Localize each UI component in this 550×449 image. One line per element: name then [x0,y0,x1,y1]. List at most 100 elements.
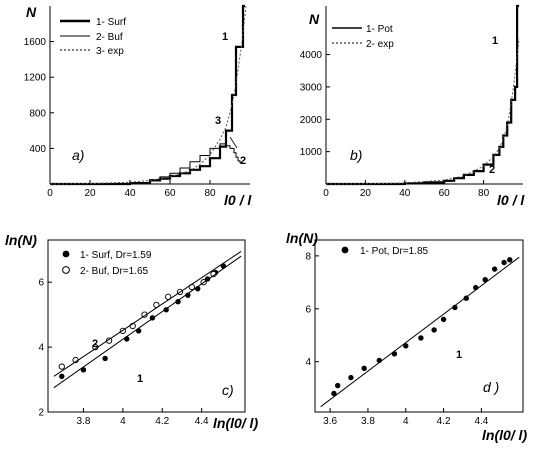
legend-label-surf: 1- Surf, Dr=1.59 [80,250,152,261]
data-point-filled [185,292,191,298]
data-point-filled [507,257,513,263]
fit-line [320,256,520,408]
panel-c-annotation-1: 1 [137,373,143,385]
data-point-open [105,337,113,344]
x-tick-label: 80 [478,188,490,199]
y-tick-label: 8 [305,251,311,262]
series-step-thick [50,4,245,186]
panel-b-legend: 1- Pot 2- exp [332,24,394,50]
panel-d-ylabel: ln(N) [286,230,318,246]
y-tick-label: 1200 [24,73,47,84]
panel-c-xlabel: ln(l0/ l) [213,415,258,431]
data-point-filled [403,343,409,349]
panel-b-annotation-1: 1 [492,35,498,47]
panel-a-annotation-1: 1 [222,31,228,43]
data-point-filled [431,327,437,333]
x-tick-label: 4.2 [437,416,451,427]
x-tick-label: 80 [204,188,216,199]
x-tick-label: 0 [47,188,53,199]
panel-a: 0 20 40 60 80 400 800 1200 1600 N l0 / l a) 1- S… [24,4,253,208]
y-tick-label: 1000 [300,147,323,158]
panel-a-annotation-3: 3 [215,115,221,127]
y-tick-label: 400 [29,144,46,155]
x-tick-label: 40 [124,188,136,199]
panel-d: 3.6 3.8 4 4.2 4.4 4 6 8 ln(N) ln(l0/ l) d ) 1- … [286,230,527,443]
y-tick-label: 4000 [300,50,323,61]
data-point-filled [391,351,398,357]
legend-marker-buf [62,266,70,274]
data-point-filled [418,335,424,341]
panel-a-legend: 1- Surf 2- Buf 3- exp [60,17,126,57]
panel-d-axes: 3.6 3.8 4 4.2 4.4 4 6 8 [305,239,524,427]
x-tick-label: 20 [360,188,372,199]
panel-d-series [320,256,520,408]
panel-d-annotation-1: 1 [456,349,462,361]
data-point-filled [175,298,181,305]
legend-label-exp: 2- exp [366,39,394,50]
data-point-filled [102,355,108,362]
series-step-thick [326,4,520,186]
legend-marker-pot [341,246,349,254]
y-tick-label: 1600 [24,37,47,48]
x-tick-label: 3.6 [323,416,337,427]
panel-a-xlabel: l0 / l [224,192,252,208]
x-tick-label: 3.8 [361,416,375,427]
y-tick-label: 6 [38,278,44,289]
legend-label-pot: 1- Pot, Dr=1.85 [360,246,429,257]
y-tick-label: 4 [305,357,311,368]
x-tick-label: 40 [399,188,411,199]
plot-frame [314,239,524,413]
plot-frame [47,239,246,413]
data-point-filled [482,276,488,283]
y-tick-label: 800 [29,108,46,119]
x-tick-label: 0 [323,188,329,199]
panel-a-ylabel: N [26,4,37,20]
data-point-filled [501,259,507,266]
panel-d-letter: d ) [483,379,499,395]
data-point-open [141,311,148,318]
panel-b: 0 20 40 60 80 1000 2000 3000 4000 N l0 / l b) 1-… [300,4,525,208]
data-point-filled [463,295,469,301]
x-tick-label: 60 [164,188,176,199]
panel-d-legend: 1- Pot, Dr=1.85 [341,246,429,257]
legend-label-buf: 2- Buf [96,32,123,43]
panel-a-annotation-2: 2 [240,155,246,167]
legend-label-surf: 1- Surf [96,17,126,28]
y-tick-label: 2 [38,408,44,419]
series-exp-dotted [49,5,247,185]
legend-label-exp: 3- exp [96,46,124,57]
x-tick-label: 4.4 [195,416,209,427]
panel-a-letter: a) [72,147,84,163]
fit-line [53,255,242,389]
panel-b-annotation-2: 2 [489,164,495,176]
y-tick-label: 6 [305,304,311,315]
x-tick-label: 4.2 [155,416,169,427]
legend-label-buf: 2- Buf, Dr=1.65 [80,266,149,277]
panel-c-legend: 1- Surf, Dr=1.59 2- Buf, Dr=1.65 [62,250,152,277]
panel-b-letter: b) [350,147,362,163]
panel-c: 3.8 4 4.2 4.4 2 4 6 ln(N) ln(l0/ l) c) 1- Surf… [5,232,258,431]
data-point-filled [361,365,367,372]
panel-b-ylabel: N [309,11,320,27]
panel-b-series [325,4,520,186]
data-point-filled [331,390,337,397]
panel-c-annotation-2: 2 [92,338,98,350]
data-point-filled [59,373,65,380]
series-step-thin [50,143,243,185]
data-point-filled [440,316,447,323]
data-point-filled [334,382,341,389]
panel-b-xlabel: l0 / l [497,192,525,208]
panel-c-axes: 3.8 4 4.2 4.4 2 4 6 [38,239,246,427]
panel-a-annotation-2-pointer [229,136,238,149]
panel-c-series [53,250,242,389]
x-tick-label: 4 [403,416,409,427]
legend-marker-surf [62,250,70,258]
x-tick-label: 60 [439,188,451,199]
x-tick-label: 20 [84,188,96,199]
legend-label-pot: 1- Pot [366,24,393,35]
panel-a-series [49,4,247,186]
data-point-filled [491,266,498,272]
x-tick-label: 4.4 [474,416,488,427]
panel-d-xlabel: ln(l0/ l) [482,427,527,443]
